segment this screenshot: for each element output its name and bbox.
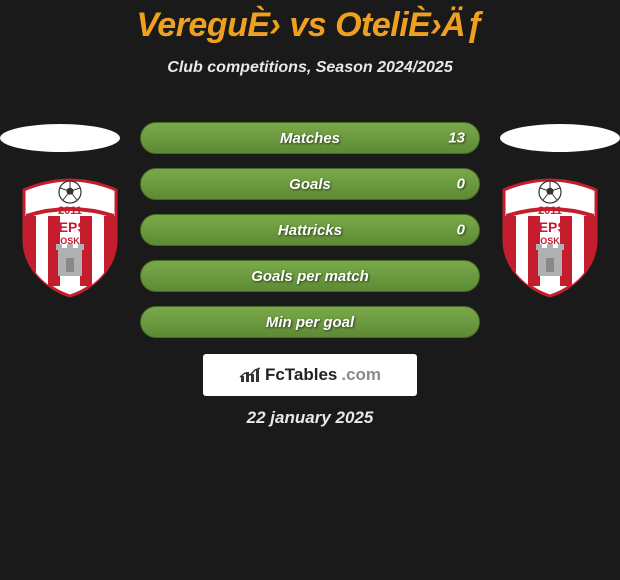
- badge-year: 2011: [538, 205, 562, 217]
- page-title: VereguÈ› vs OteliÈ›Äƒ: [0, 6, 620, 45]
- date-label: 22 january 2025: [0, 408, 620, 428]
- club-badge-left: 2011 SEPSI OSK: [20, 178, 120, 298]
- stat-bar-goals: Goals 0: [140, 168, 480, 200]
- shield-icon: 2011 SEPSI OSK: [500, 178, 600, 298]
- stat-label: Matches: [280, 130, 340, 147]
- stat-bar-min-per-goal: Min per goal: [140, 306, 480, 338]
- site-logo[interactable]: FcTables.com: [203, 354, 417, 396]
- stat-bar-hattricks: Hattricks 0: [140, 214, 480, 246]
- badge-text-top: SEPSI: [529, 219, 570, 235]
- badge-text-bottom: OSK: [540, 236, 560, 246]
- badge-year: 2011: [58, 205, 82, 217]
- stat-label: Goals: [289, 176, 331, 193]
- logo-brand: FcTables: [265, 365, 337, 385]
- stat-value: 0: [457, 222, 465, 239]
- club-badge-right: 2011 SEPSI OSK: [500, 178, 600, 298]
- shield-icon: 2011 SEPSI OSK: [20, 178, 120, 298]
- logo-suffix: .com: [341, 365, 381, 385]
- stat-value: 0: [457, 176, 465, 193]
- stat-label: Min per goal: [266, 314, 354, 331]
- badge-text-top: SEPSI: [49, 219, 90, 235]
- stat-value: 13: [448, 130, 465, 147]
- page-subtitle: Club competitions, Season 2024/2025: [0, 59, 620, 77]
- stat-bars: Matches 13 Goals 0 Hattricks 0 Goals per…: [140, 122, 480, 352]
- badge-text-bottom: OSK: [60, 236, 80, 246]
- header: VereguÈ› vs OteliÈ›Äƒ Club competitions,…: [0, 0, 620, 77]
- ellipse-left: [0, 124, 120, 152]
- stat-label: Hattricks: [278, 222, 342, 239]
- chart-icon: [239, 366, 261, 384]
- stat-bar-matches: Matches 13: [140, 122, 480, 154]
- stat-label: Goals per match: [251, 268, 369, 285]
- stat-bar-goals-per-match: Goals per match: [140, 260, 480, 292]
- ellipse-right: [500, 124, 620, 152]
